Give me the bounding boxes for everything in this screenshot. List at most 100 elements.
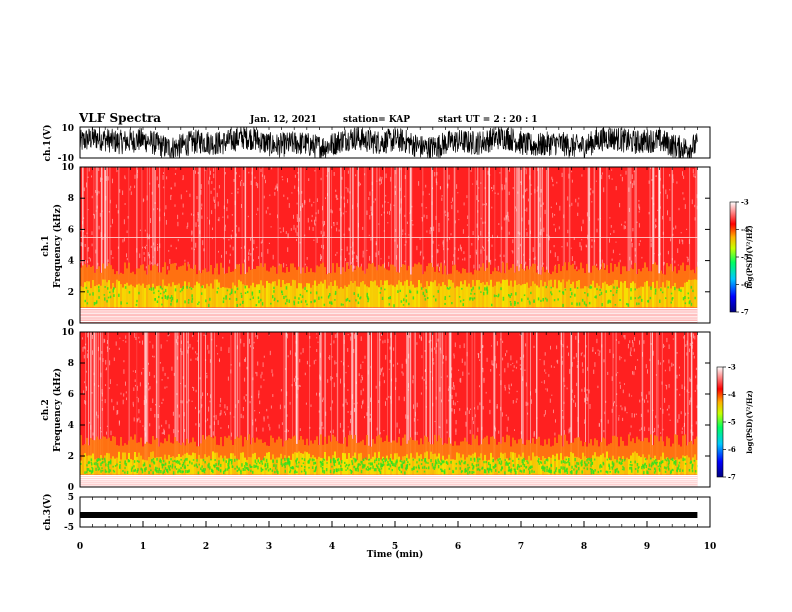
band-yellow bbox=[160, 456, 162, 475]
band-green-speck bbox=[167, 465, 170, 468]
band-orange bbox=[564, 434, 566, 475]
noise-speck bbox=[494, 192, 496, 194]
band-yellow bbox=[686, 281, 688, 308]
noise-speck bbox=[198, 423, 200, 428]
noise-speck bbox=[482, 368, 484, 373]
band-yellow bbox=[144, 460, 146, 475]
noise-speck bbox=[164, 212, 165, 217]
band-orange bbox=[226, 437, 228, 475]
band-green-speck bbox=[300, 470, 303, 473]
band-green-speck bbox=[104, 297, 106, 301]
noise-speck bbox=[247, 215, 249, 218]
band-green-speck bbox=[113, 470, 116, 473]
band-yellow bbox=[526, 282, 528, 308]
band-green-speck bbox=[272, 295, 274, 299]
band-yellow bbox=[308, 283, 310, 308]
noise-speck bbox=[269, 426, 271, 431]
band-green-speck bbox=[448, 288, 450, 290]
noise-speck bbox=[302, 348, 304, 353]
band-green-speck bbox=[346, 297, 349, 301]
band-green-speck bbox=[253, 464, 255, 469]
noise-speck bbox=[353, 403, 355, 405]
impulse-stripe bbox=[435, 332, 437, 472]
impulse-stripe bbox=[237, 332, 239, 472]
impulse-stripe bbox=[661, 332, 663, 472]
band-yellow bbox=[504, 280, 506, 308]
band-green-speck bbox=[136, 299, 138, 303]
band-orange bbox=[668, 438, 670, 475]
band-green-speck bbox=[90, 470, 93, 474]
noise-speck bbox=[537, 265, 539, 270]
noise-speck bbox=[98, 225, 100, 230]
noise-speck bbox=[629, 340, 631, 344]
band-yellow bbox=[242, 452, 244, 475]
noise-speck bbox=[217, 353, 219, 355]
band-yellow bbox=[210, 459, 212, 475]
band-yellow bbox=[512, 286, 514, 308]
band-yellow bbox=[240, 281, 242, 308]
band-green-speck bbox=[326, 462, 328, 464]
band-green-speck bbox=[626, 303, 628, 306]
band-orange bbox=[538, 436, 540, 475]
noise-speck bbox=[315, 212, 317, 215]
impulse-stripe bbox=[100, 332, 101, 472]
band-yellow bbox=[640, 286, 642, 308]
noise-speck bbox=[449, 237, 451, 240]
band-green-speck bbox=[107, 461, 110, 465]
noise-speck bbox=[601, 172, 603, 175]
noise-speck bbox=[553, 366, 555, 368]
ch2-colorbar: -3-4-5-6-7 log(PSD)(V²/Hz) bbox=[716, 363, 754, 482]
noise-speck bbox=[106, 346, 108, 349]
band-green-speck bbox=[229, 458, 232, 462]
band-yellow bbox=[614, 279, 616, 308]
band-yellow bbox=[630, 282, 632, 308]
band-yellow bbox=[694, 454, 696, 475]
band-green-speck bbox=[258, 290, 261, 294]
band-orange bbox=[646, 437, 648, 475]
band-yellow bbox=[504, 452, 506, 475]
noise-speck bbox=[339, 207, 341, 211]
band-green-speck bbox=[481, 466, 484, 469]
band-orange bbox=[82, 265, 84, 308]
noise-speck bbox=[680, 232, 682, 234]
low-band-line bbox=[80, 307, 698, 310]
band-yellow bbox=[674, 282, 676, 308]
band-yellow bbox=[566, 281, 568, 308]
band-yellow bbox=[620, 460, 622, 475]
band-green-speck bbox=[261, 468, 264, 471]
noise-speck bbox=[434, 347, 436, 350]
band-green-speck bbox=[174, 459, 176, 462]
band-green-speck bbox=[183, 466, 186, 469]
band-green-speck bbox=[143, 462, 146, 466]
noise-speck bbox=[256, 372, 258, 377]
noise-speck bbox=[558, 226, 560, 230]
noise-speck bbox=[382, 340, 384, 344]
noise-speck bbox=[174, 182, 176, 187]
noise-speck bbox=[287, 355, 289, 358]
noise-speck bbox=[135, 370, 136, 373]
noise-speck bbox=[84, 235, 86, 237]
band-green-speck bbox=[649, 457, 652, 460]
impulse-stripe bbox=[429, 332, 431, 472]
noise-speck bbox=[253, 347, 254, 349]
band-green-speck bbox=[191, 294, 193, 298]
noise-speck bbox=[402, 233, 404, 235]
band-yellow bbox=[660, 456, 662, 475]
noise-speck bbox=[207, 344, 209, 350]
noise-speck bbox=[122, 190, 124, 195]
noise-speck bbox=[220, 397, 222, 403]
band-green-speck bbox=[417, 464, 420, 469]
band-orange bbox=[666, 436, 668, 475]
band-green-speck bbox=[240, 471, 242, 475]
noise-speck bbox=[436, 264, 438, 269]
band-yellow bbox=[360, 282, 362, 308]
impulse-stripe bbox=[309, 332, 310, 472]
band-green-speck bbox=[107, 296, 110, 299]
band-green-speck bbox=[391, 462, 394, 467]
noise-speck bbox=[668, 405, 670, 409]
noise-speck bbox=[597, 385, 599, 389]
band-orange bbox=[332, 434, 334, 475]
noise-speck bbox=[681, 427, 683, 430]
band-green-speck bbox=[242, 468, 244, 471]
band-yellow bbox=[372, 281, 374, 308]
